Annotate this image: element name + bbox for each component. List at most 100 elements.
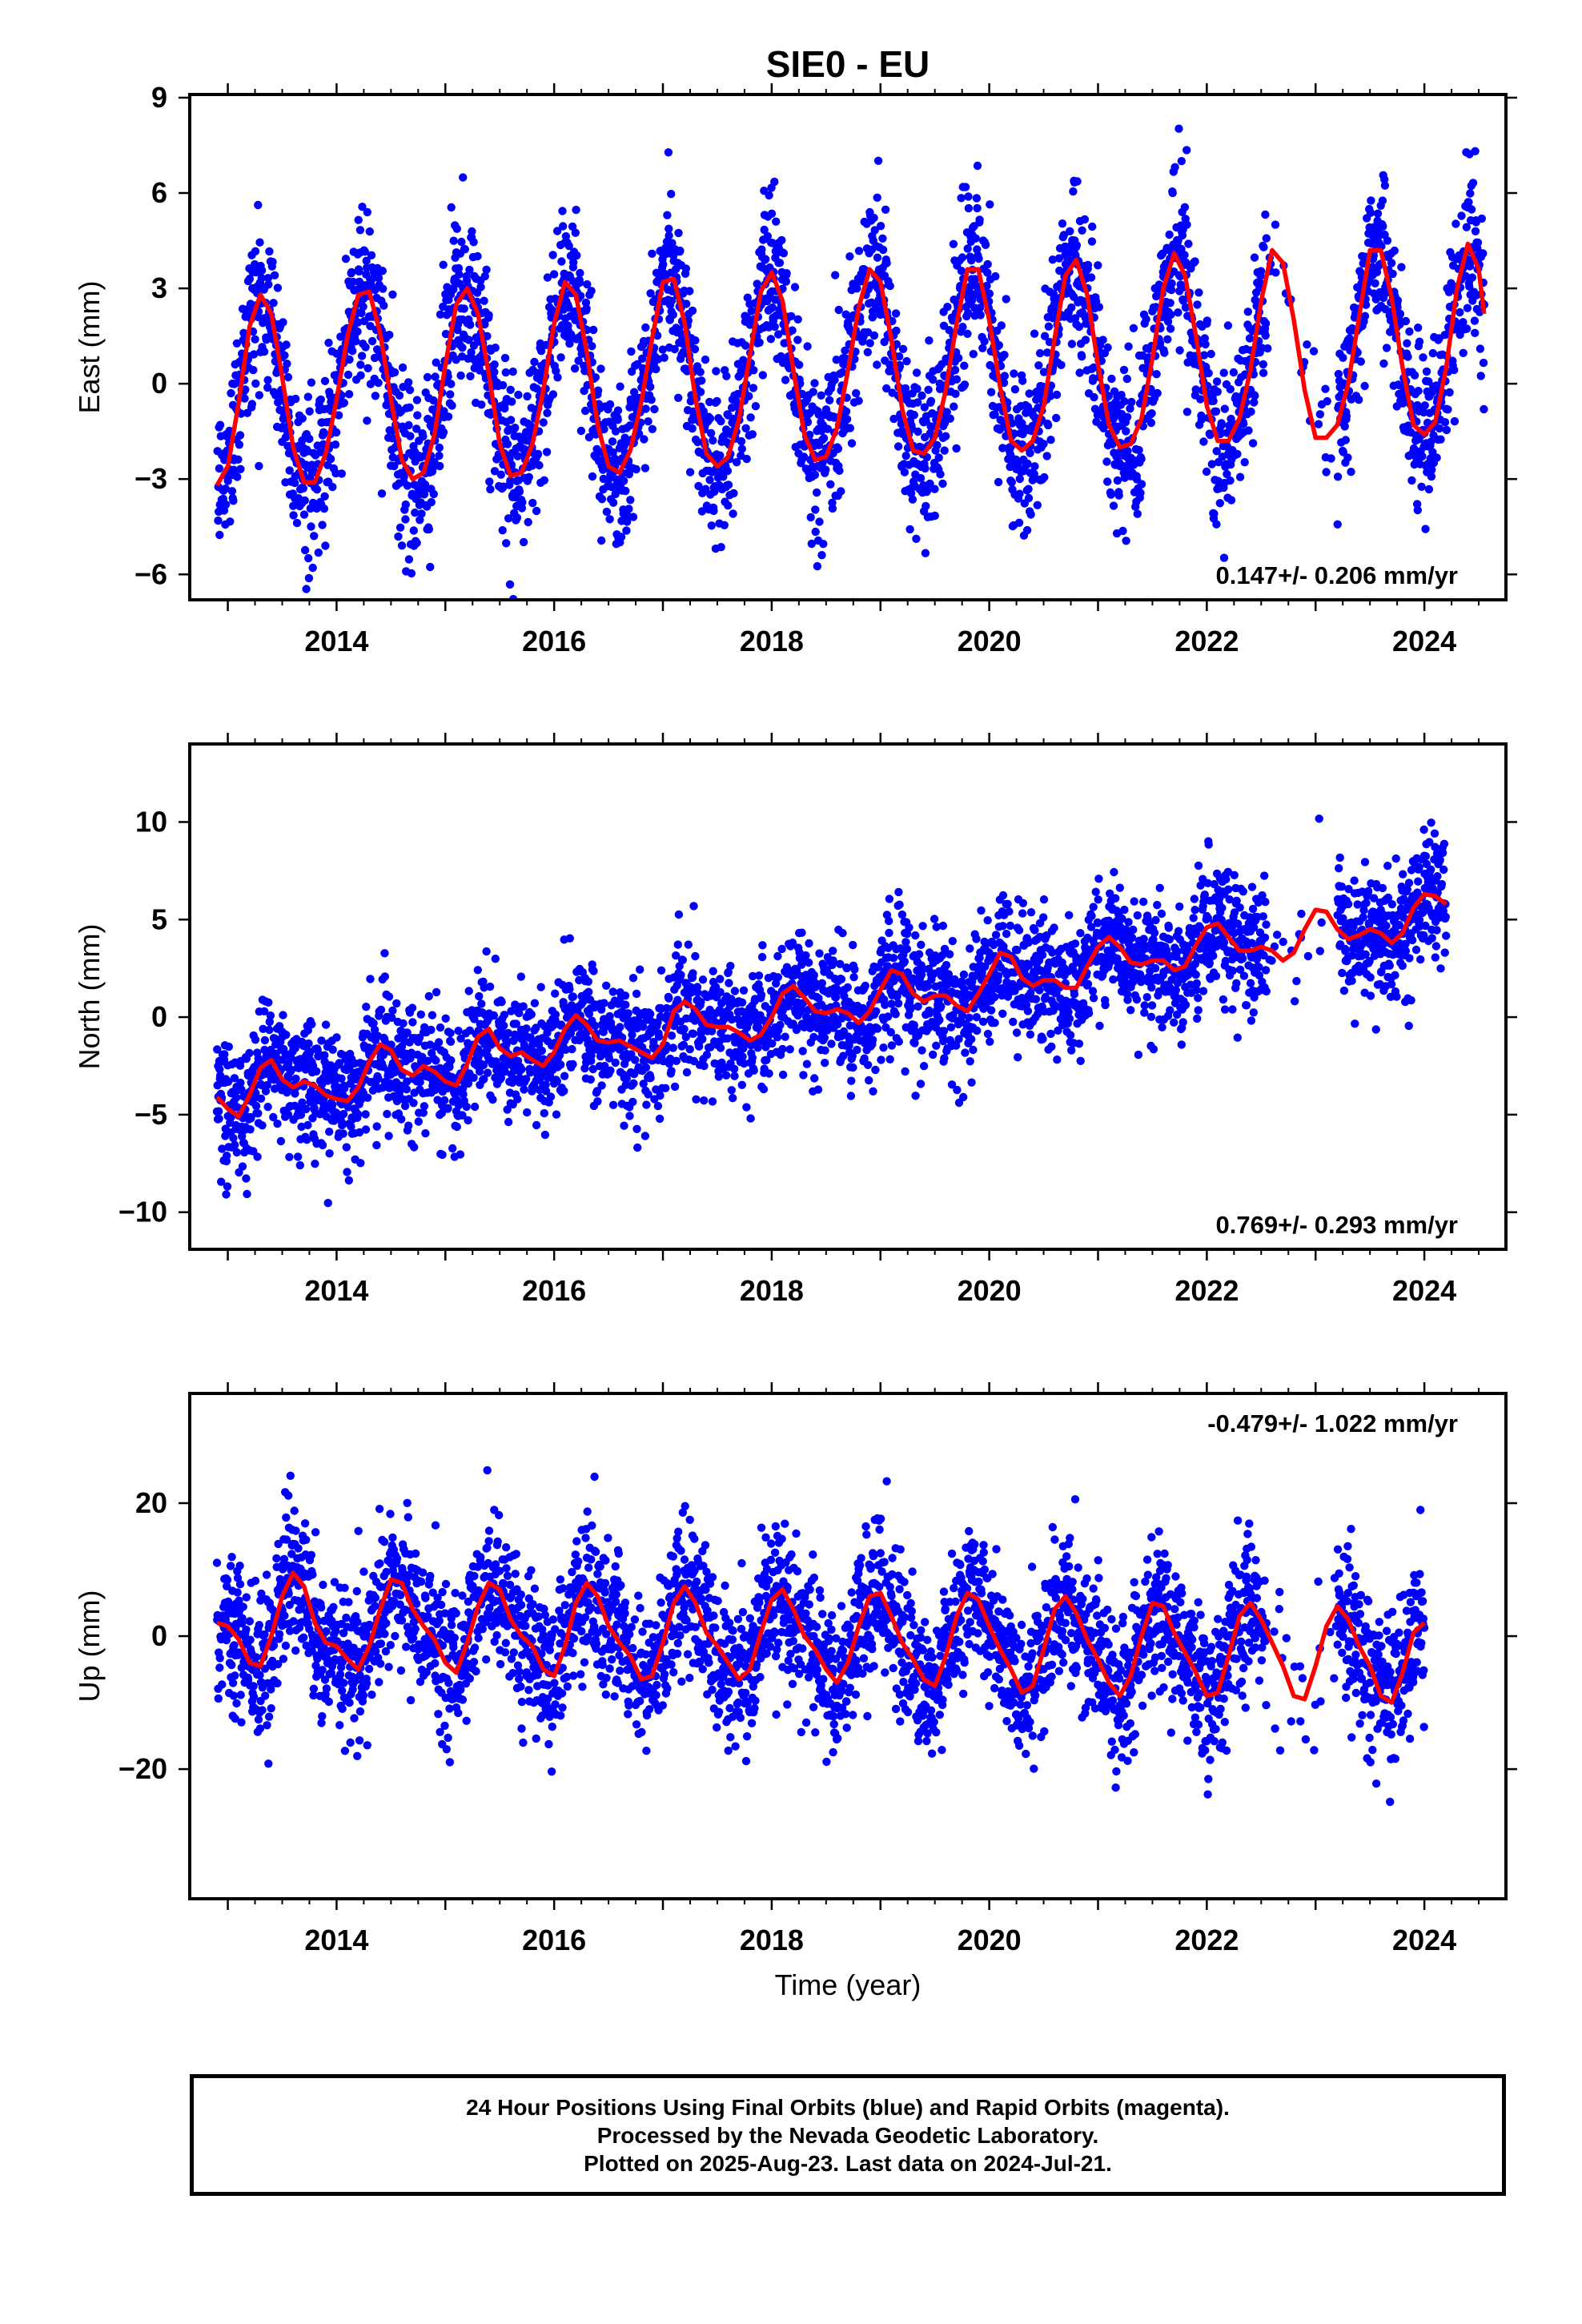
daily-point [1333,520,1342,529]
daily-point [1201,340,1210,349]
daily-point [1401,316,1411,326]
daily-point [1361,300,1371,309]
daily-point [535,460,544,470]
daily-point [270,271,279,279]
daily-point [807,539,816,549]
daily-point [1078,226,1086,235]
daily-point [669,310,677,320]
daily-point [483,1068,492,1077]
daily-point [1134,445,1143,455]
daily-point [983,259,992,269]
daily-point [1102,457,1111,466]
daily-point [1227,496,1236,505]
daily-point [1243,308,1253,316]
daily-point [938,479,947,489]
daily-point [1233,449,1242,459]
daily-point [926,396,936,405]
daily-point [367,336,377,346]
daily-point [354,215,363,224]
daily-point [631,1055,640,1064]
daily-point [1334,369,1343,379]
daily-point [1244,426,1253,435]
daily-point [929,375,938,384]
daily-point [458,1111,467,1120]
daily-point [456,371,465,380]
daily-point [713,396,721,406]
daily-point [503,1105,512,1114]
daily-point [367,251,376,259]
daily-point [1347,468,1355,476]
daily-point [1470,316,1480,325]
daily-point [1414,387,1423,396]
daily-point [246,1125,255,1134]
daily-point [572,205,580,215]
daily-point [473,251,482,261]
daily-point [654,1032,664,1041]
daily-point [958,323,967,332]
daily-point [1067,303,1076,312]
daily-point [285,1152,294,1162]
daily-point [1147,409,1156,418]
daily-point [439,428,448,436]
daily-point [1403,352,1412,361]
daily-point [957,267,966,275]
daily-point [1089,363,1098,372]
daily-point [1480,404,1488,414]
daily-point [869,331,879,340]
daily-point [1245,334,1255,343]
y-tick-label: 9 [151,81,167,114]
y-tick-label: 6 [151,176,167,209]
daily-point [1217,419,1226,428]
daily-point [460,245,469,254]
daily-point [440,407,448,416]
daily-point [826,480,835,489]
daily-point [410,1143,419,1152]
daily-point [234,455,243,464]
daily-point [321,541,330,550]
daily-point [464,336,473,344]
daily-point [613,406,623,415]
daily-point [254,1054,263,1063]
daily-point [664,148,673,157]
daily-point [355,267,363,276]
daily-point [397,1115,406,1124]
daily-point [964,192,973,201]
daily-point [506,416,516,424]
daily-point [376,1005,386,1015]
daily-point [498,380,508,390]
daily-point [902,356,911,366]
daily-point [231,1093,241,1102]
daily-point [521,1075,531,1084]
daily-point [625,1112,634,1120]
daily-point [456,1034,465,1043]
daily-point [1459,318,1468,327]
daily-point [257,274,266,283]
daily-point [647,396,656,404]
daily-point [314,548,323,557]
daily-point [347,267,356,277]
daily-point [496,470,505,479]
daily-point [1309,347,1319,356]
daily-point [540,1130,550,1140]
daily-point [523,392,532,401]
daily-point [1193,300,1202,309]
daily-point [524,472,533,481]
daily-point [882,384,891,393]
daily-point [865,339,874,348]
daily-point [1411,452,1419,460]
daily-point [819,434,829,443]
daily-point [500,1068,509,1076]
daily-point [1025,389,1034,398]
daily-point [559,222,568,231]
daily-point [491,344,500,352]
daily-point [564,303,573,312]
daily-point [431,372,440,381]
daily-point [699,407,708,416]
daily-point [449,236,458,245]
daily-point [1119,365,1129,375]
daily-point [620,991,630,1000]
daily-point [623,517,632,526]
daily-point [972,194,982,203]
daily-point [470,1015,479,1023]
daily-point [221,500,231,509]
